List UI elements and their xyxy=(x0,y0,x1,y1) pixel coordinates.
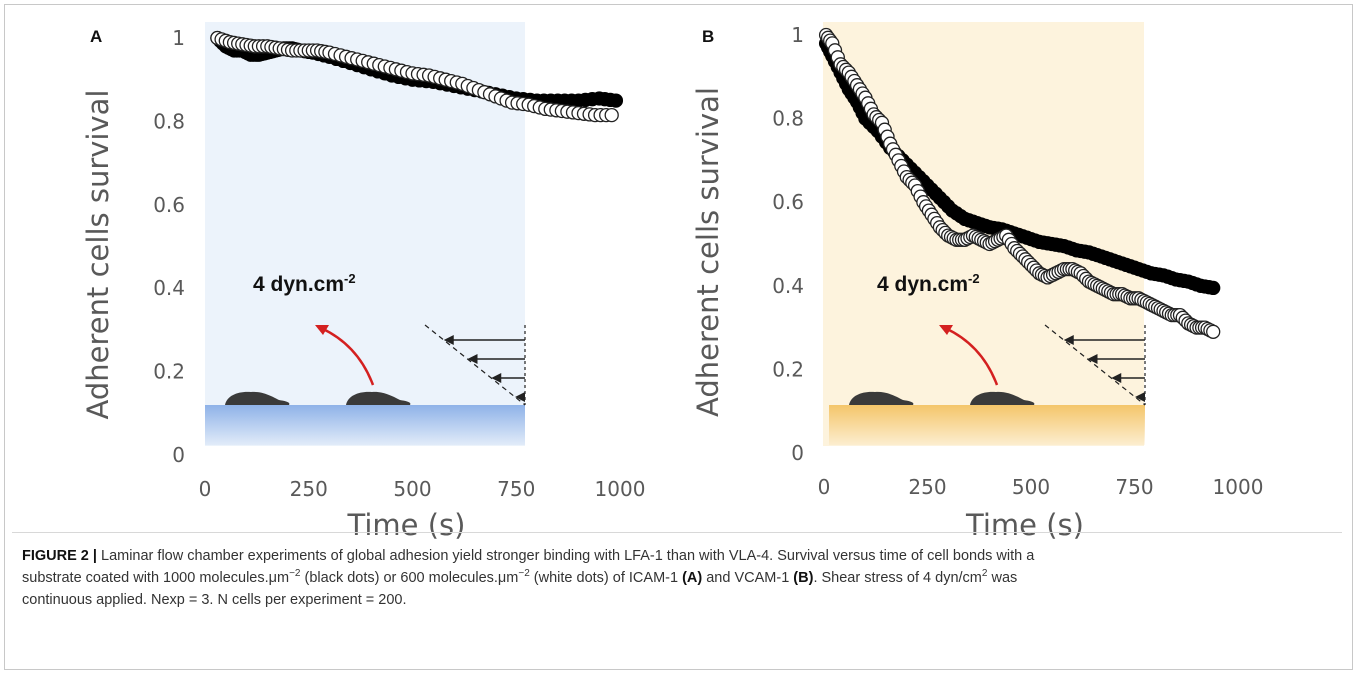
chart-panel-a: 4 dyn.cm-2 0 0.2 0.4 0.6 0.8 1 0 250 500 750 1000 Ti… xyxy=(81,22,645,540)
data-point xyxy=(608,93,624,108)
caption-text-1: Laminar flow chamber experiments of glob… xyxy=(101,548,1035,564)
x-tick-label: 750 xyxy=(1115,475,1153,499)
caption-sup-3: 2 xyxy=(981,568,988,580)
x-tick-label: 0 xyxy=(199,477,212,501)
shear-value: 4 dyn.cm xyxy=(877,273,968,296)
y-tick-label: 0.8 xyxy=(153,109,185,133)
y-axis-label: Adherent cells survival xyxy=(691,87,725,417)
detachment-arrow-icon xyxy=(320,326,375,386)
y-tick-label: 0.4 xyxy=(772,274,804,298)
y-tick-label: 0.2 xyxy=(153,360,185,384)
flow-profile-diagonal xyxy=(1044,324,1146,406)
caption-text-2b: (black dots) or 600 molecules.μm xyxy=(300,570,519,586)
x-axis-label: Time (s) xyxy=(347,508,466,540)
detachment-arrow-icon xyxy=(944,326,999,386)
flow-arrowhead-icon xyxy=(1063,335,1074,345)
flow-arrowhead-icon xyxy=(443,335,454,345)
y-tick-label: 0 xyxy=(172,443,185,467)
data-point xyxy=(604,107,619,123)
caption-line-2: substrate coated with 1000 molecules.μm−… xyxy=(22,567,1337,589)
arrow-head-icon xyxy=(315,325,329,335)
adherent-cell-icon xyxy=(970,391,1035,405)
caption-line-1: FIGURE 2 | Laminar flow chamber experime… xyxy=(22,545,1337,567)
x-tick-label: 0 xyxy=(818,475,831,499)
figure-frame xyxy=(4,4,1353,670)
adherent-cell-icon xyxy=(346,391,411,405)
y-tick-label: 0.4 xyxy=(153,276,185,300)
data-point xyxy=(1206,324,1221,339)
caption-text-2d: and VCAM-1 xyxy=(702,570,794,586)
data-point xyxy=(1206,280,1221,296)
panel-letter: A xyxy=(90,27,102,46)
caption-text-3: continuous applied. Nexp = 3. N cells pe… xyxy=(22,592,407,608)
flow-arrowhead-icon xyxy=(491,373,502,383)
series-white-dots xyxy=(818,27,1221,339)
caption-sup-1: −2 xyxy=(289,568,301,580)
series-white-dots xyxy=(210,30,619,123)
substrate-layer xyxy=(205,405,525,445)
figure-plots: 4 dyn.cm-200.20.40.60.810 250 500 750 1000Ti… xyxy=(81,22,1263,540)
flow-arrowhead-icon xyxy=(1087,354,1098,364)
y-tick-label: 0.2 xyxy=(772,357,804,381)
x-axis-label: Time (s) xyxy=(965,508,1084,540)
figure-caption: FIGURE 2 | Laminar flow chamber experime… xyxy=(22,545,1337,611)
x-tick-label: 1000 xyxy=(595,477,646,501)
adherent-cell-icon xyxy=(849,391,914,405)
shear-exponent: -2 xyxy=(968,271,980,286)
chart-panel-b: 4 dyn.cm-2 0 0.2 0.4 0.6 0.8 1 0 250 500 750 1000 Ti… xyxy=(691,22,1263,540)
x-tick-label: 1000 xyxy=(1213,475,1264,499)
flow-arrowhead-icon xyxy=(515,392,525,402)
caption-divider xyxy=(12,532,1342,533)
x-tick-label: 250 xyxy=(908,475,946,499)
caption-panel-a-ref: (A) xyxy=(682,570,703,586)
caption-figure-label: FIGURE 2 | xyxy=(22,548,97,564)
x-tick-label: 500 xyxy=(393,477,431,501)
y-tick-label: 0.6 xyxy=(772,190,804,214)
x-tick-label: 500 xyxy=(1012,475,1050,499)
y-tick-label: 0.8 xyxy=(772,107,804,131)
y-tick-label: 0.6 xyxy=(153,193,185,217)
y-axis-label: Adherent cells survival xyxy=(81,90,115,420)
panel-letter: B xyxy=(702,27,714,46)
shear-exponent: -2 xyxy=(344,271,356,286)
x-tick-label: 750 xyxy=(497,477,535,501)
arrow-head-icon xyxy=(939,325,953,335)
y-tick-label: 0 xyxy=(791,441,804,465)
substrate-layer xyxy=(829,405,1145,445)
caption-panel-b-ref: (B) xyxy=(793,570,814,586)
caption-text-2c: (white dots) of ICAM-1 xyxy=(529,570,683,586)
caption-text-2e: . Shear stress of 4 dyn/cm xyxy=(813,570,982,586)
caption-sup-2: −2 xyxy=(518,568,530,580)
flow-arrowhead-icon xyxy=(1135,392,1145,402)
y-tick-label: 1 xyxy=(791,23,804,47)
y-tick-label: 1 xyxy=(172,26,185,50)
caption-text-2a: substrate coated with 1000 molecules.μm xyxy=(22,570,290,586)
shear-value: 4 dyn.cm xyxy=(253,273,344,296)
flow-arrowhead-icon xyxy=(1111,373,1122,383)
shear-stress-label: 4 dyn.cm-2 xyxy=(253,271,356,296)
shear-stress-label: 4 dyn.cm-2 xyxy=(877,271,980,296)
flow-profile-diagonal xyxy=(424,324,526,406)
caption-line-3: continuous applied. Nexp = 3. N cells pe… xyxy=(22,589,1337,611)
caption-text-2f: was xyxy=(987,570,1018,586)
flow-arrowhead-icon xyxy=(467,354,478,364)
adherent-cell-icon xyxy=(225,391,290,405)
x-tick-label: 250 xyxy=(290,477,328,501)
